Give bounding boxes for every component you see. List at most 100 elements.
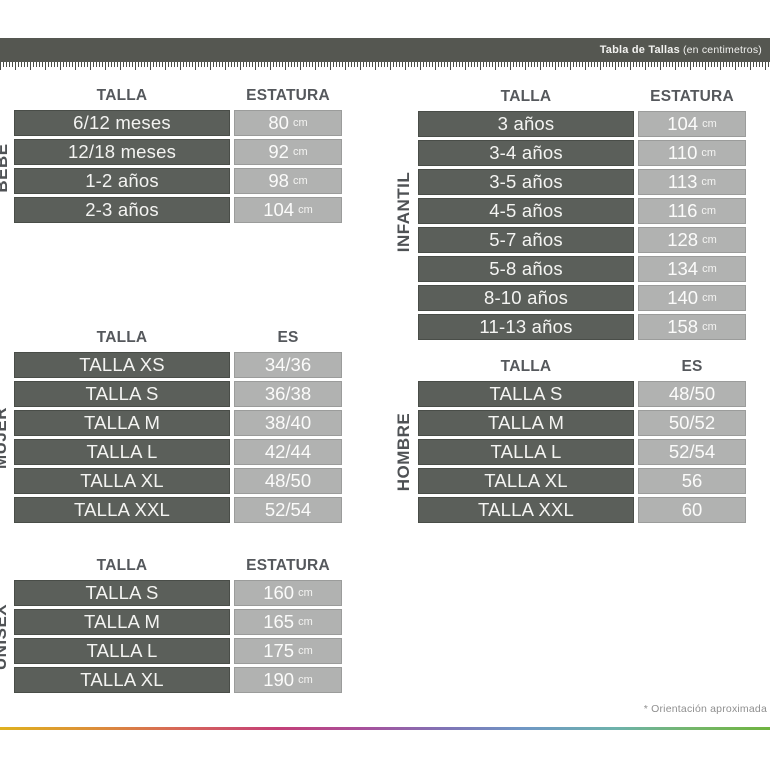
size-cell: 1-2 años <box>14 168 230 194</box>
value-cell: 104 cm <box>638 111 746 137</box>
table-row: TALLA XL 56 <box>418 468 746 494</box>
column-header-talla: TALLA <box>96 87 148 104</box>
size-cell: TALLA S <box>418 381 634 407</box>
column-header-talla: TALLA <box>500 88 552 105</box>
value-unit: cm <box>702 263 717 275</box>
table-row: TALLA S 36/38 <box>14 381 342 407</box>
value-cell: 175 cm <box>234 638 342 664</box>
table-row: TALLA L 175 cm <box>14 638 342 664</box>
value-cell: 50/52 <box>638 410 746 436</box>
ruler-ticks-decoration <box>0 62 770 70</box>
value-cell: 104 cm <box>234 197 342 223</box>
value-cell: 113 cm <box>638 169 746 195</box>
table-row: 12/18 meses 92 cm <box>14 139 342 165</box>
value-cell: 98 cm <box>234 168 342 194</box>
value-unit: cm <box>702 118 717 130</box>
table-row: 5-7 años 128 cm <box>418 227 746 253</box>
value-cell: 60 <box>638 497 746 523</box>
size-cell: TALLA XL <box>418 468 634 494</box>
value-number: 104 <box>263 199 295 220</box>
value-number: 158 <box>667 316 699 337</box>
table-row: 8-10 años 140 cm <box>418 285 746 311</box>
value-number: 160 <box>263 582 295 603</box>
value-number: 165 <box>263 611 295 632</box>
size-cell: TALLA XL <box>14 667 230 693</box>
table-row: 2-3 años 104 cm <box>14 197 342 223</box>
value-number: 116 <box>667 200 698 221</box>
size-table-hombre: TALLA ES TALLA S 48/50 TALLA M 50/52 TALLA L 52… <box>418 357 746 526</box>
value-cell: 158 cm <box>638 314 746 340</box>
value-number: 190 <box>263 669 295 690</box>
value-number: 50/52 <box>668 412 716 433</box>
column-header-talla: TALLA <box>96 329 148 346</box>
value-number: 104 <box>667 113 699 134</box>
table-row: TALLA M 50/52 <box>418 410 746 436</box>
size-cell: TALLA L <box>14 439 230 465</box>
column-header-value: ES <box>277 329 299 346</box>
table-row: TALLA S 160 cm <box>14 580 342 606</box>
value-unit: cm <box>701 147 717 159</box>
size-cell: TALLA XS <box>14 352 230 378</box>
value-unit: cm <box>702 234 717 246</box>
value-cell: 52/54 <box>638 439 746 465</box>
size-cell: TALLA S <box>14 381 230 407</box>
table-header-row: TALLA ESTATURA <box>418 87 746 107</box>
table-row: TALLA XXL 52/54 <box>14 497 342 523</box>
column-header-value: ESTATURA <box>650 88 734 105</box>
column-header-talla: TALLA <box>500 358 552 375</box>
section-label-hombre: HOMBRE <box>394 412 413 492</box>
value-unit: cm <box>702 321 717 333</box>
size-cell: 2-3 años <box>14 197 230 223</box>
table-header-row: TALLA ES <box>14 328 342 348</box>
table-row: TALLA M 165 cm <box>14 609 342 635</box>
value-number: 34/36 <box>264 354 312 375</box>
value-unit: cm <box>292 146 308 158</box>
table-header-row: TALLA ESTATURA <box>14 86 342 106</box>
table-row: 1-2 años 98 cm <box>14 168 342 194</box>
value-unit: cm <box>702 292 717 304</box>
column-header-talla: TALLA <box>96 557 148 574</box>
rainbow-divider-bar <box>0 727 770 730</box>
size-table-unisex: TALLA ESTATURA TALLA S 160 cm TALLA M 165 cm TAL… <box>14 556 342 696</box>
value-cell: 56 <box>638 468 746 494</box>
size-cell: TALLA XXL <box>418 497 634 523</box>
value-unit: cm <box>701 205 717 217</box>
value-cell: 80 cm <box>234 110 342 136</box>
table-row: TALLA S 48/50 <box>418 381 746 407</box>
value-unit: cm <box>292 175 308 187</box>
table-row: 4-5 años 116 cm <box>418 198 746 224</box>
value-cell: 134 cm <box>638 256 746 282</box>
value-cell: 38/40 <box>234 410 342 436</box>
size-cell: 3 años <box>418 111 634 137</box>
section-label-infantil: INFANTIL <box>394 171 413 253</box>
value-cell: 48/50 <box>638 381 746 407</box>
value-unit: cm <box>701 176 717 188</box>
size-cell: TALLA S <box>14 580 230 606</box>
value-number: 128 <box>667 229 699 250</box>
size-cell: 5-8 años <box>418 256 634 282</box>
value-unit: cm <box>298 587 313 599</box>
value-number: 80 <box>268 112 289 133</box>
value-cell: 190 cm <box>234 667 342 693</box>
table-row: TALLA L 52/54 <box>418 439 746 465</box>
size-cell: 6/12 meses <box>14 110 230 136</box>
footnote-text: * Orientación aproximada <box>643 703 767 715</box>
value-number: 36/38 <box>264 383 312 404</box>
value-number: 113 <box>667 171 698 192</box>
size-cell: TALLA M <box>14 410 230 436</box>
value-cell: 92 cm <box>234 139 342 165</box>
size-cell: TALLA XL <box>14 468 230 494</box>
size-cell: 3-4 años <box>418 140 634 166</box>
size-cell: TALLA M <box>418 410 634 436</box>
column-header-value: ESTATURA <box>246 87 330 104</box>
size-cell: 5-7 años <box>418 227 634 253</box>
size-cell: 11-13 años <box>418 314 634 340</box>
size-table-infantil: TALLA ESTATURA 3 años 104 cm 3-4 años 110 cm 3-5… <box>418 87 746 343</box>
value-number: 98 <box>268 170 289 191</box>
column-header-value: ES <box>681 358 703 375</box>
value-number: 52/54 <box>264 499 312 520</box>
value-number: 110 <box>667 142 698 163</box>
column-header-value: ESTATURA <box>246 557 330 574</box>
value-unit: cm <box>298 204 313 216</box>
